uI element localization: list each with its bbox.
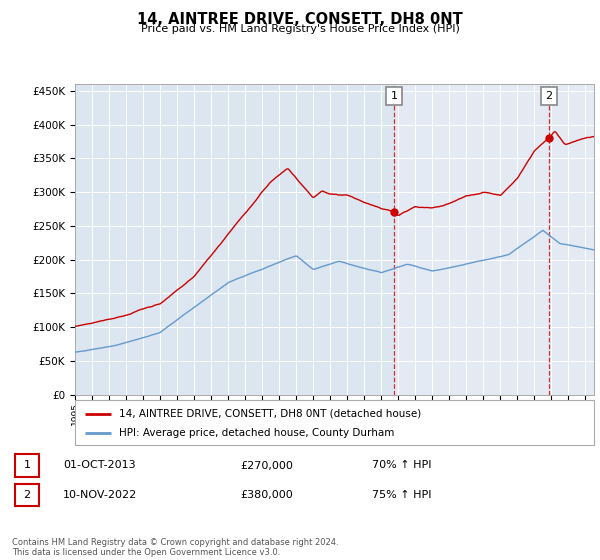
Text: Price paid vs. HM Land Registry's House Price Index (HPI): Price paid vs. HM Land Registry's House …: [140, 24, 460, 34]
Text: £270,000: £270,000: [240, 460, 293, 470]
Text: 2: 2: [545, 91, 553, 101]
Text: 75% ↑ HPI: 75% ↑ HPI: [372, 490, 431, 500]
Text: 14, AINTREE DRIVE, CONSETT, DH8 0NT (detached house): 14, AINTREE DRIVE, CONSETT, DH8 0NT (det…: [119, 409, 421, 419]
Text: 1: 1: [391, 91, 398, 101]
Text: 10-NOV-2022: 10-NOV-2022: [63, 490, 137, 500]
FancyBboxPatch shape: [15, 454, 39, 477]
Text: 2: 2: [23, 490, 31, 500]
Text: 14, AINTREE DRIVE, CONSETT, DH8 0NT: 14, AINTREE DRIVE, CONSETT, DH8 0NT: [137, 12, 463, 27]
Text: 01-OCT-2013: 01-OCT-2013: [63, 460, 136, 470]
Text: Contains HM Land Registry data © Crown copyright and database right 2024.
This d: Contains HM Land Registry data © Crown c…: [12, 538, 338, 557]
Text: 1: 1: [23, 460, 31, 470]
FancyBboxPatch shape: [75, 400, 594, 445]
Bar: [394, 84, 594, 395]
FancyBboxPatch shape: [15, 484, 39, 506]
Text: HPI: Average price, detached house, County Durham: HPI: Average price, detached house, Coun…: [119, 428, 394, 438]
Text: £380,000: £380,000: [240, 490, 293, 500]
Text: 70% ↑ HPI: 70% ↑ HPI: [372, 460, 431, 470]
